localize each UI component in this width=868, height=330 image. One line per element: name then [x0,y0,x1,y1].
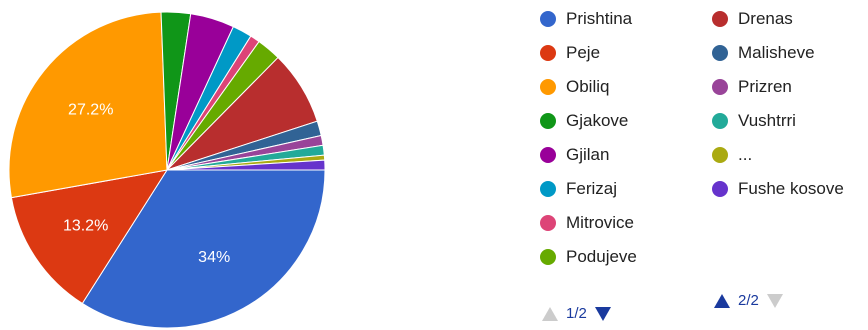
prev-page-arrow-icon[interactable] [542,306,558,321]
legend-label: ... [738,145,753,164]
legend-swatch-icon [712,45,728,61]
prev-page-arrow-icon-2[interactable] [714,293,730,308]
legend-label: Gjakove [566,111,629,130]
legend-swatch-icon [712,147,728,163]
legend-swatch-icon [540,45,556,61]
legend-label: Obiliq [566,77,610,96]
legend-swatch-icon [540,215,556,231]
next-page-arrow-icon[interactable] [594,306,611,321]
legend-label: Prizren [738,77,792,96]
legend-item[interactable]: Mitrovice [540,206,637,240]
legend-label: Vushtrri [738,111,796,130]
legend-swatch-icon [540,79,556,95]
legend-item[interactable]: Peje [540,36,637,70]
legend-swatch-icon [540,249,556,265]
legend-label: Gjilan [566,145,610,164]
legend-label: Ferizaj [566,179,618,198]
legend-item[interactable]: Malisheve [712,36,844,70]
legend-label: Peje [566,43,601,62]
legend-item[interactable]: Fushe kosove [712,172,844,206]
legend-label: Drenas [738,9,793,28]
legend-pager-left: 1/2 [542,305,611,322]
legend-swatch-icon [540,147,556,163]
legend-page-1: Prishtina Peje Obiliq Gjakove Gjilan Ferizaj M… [540,2,637,274]
next-page-arrow-icon-2[interactable] [766,293,783,308]
slice-label-peje: 13.2% [63,218,108,235]
legend-swatch-icon [712,113,728,129]
legend-item[interactable]: Ferizaj [540,172,637,206]
pie-chart: 34% 13.2% 27.2% [8,11,326,329]
pie-slice-fushe-kosove[interactable] [166,159,326,171]
pager-left-text: 1/2 [566,305,587,322]
pie-slice-prishtina[interactable] [81,169,326,329]
slice-label-prishtina: 34% [198,249,230,266]
legend-item[interactable]: Podujeve [540,240,637,274]
slice-label-obiliq: 27.2% [68,102,113,119]
legend-label: Malisheve [738,43,815,62]
legend-swatch-icon [540,113,556,129]
legend-swatch-icon [712,181,728,197]
legend-item[interactable]: Gjakove [540,104,637,138]
legend-pager-right: 2/2 [714,292,783,309]
legend-item[interactable]: Drenas [712,2,844,36]
pie-slice-obiliq[interactable] [8,11,168,199]
legend-item[interactable]: Obiliq [540,70,637,104]
legend-item[interactable]: ... [712,138,844,172]
legend-page-2: Drenas Malisheve Prizren Vushtrri... Fushe k… [712,2,844,206]
legend-item[interactable]: Prizren [712,70,844,104]
legend-label: Podujeve [566,247,637,266]
pager-right-text: 2/2 [738,292,759,309]
legend-item[interactable]: Vushtrri [712,104,844,138]
legend-swatch-icon [712,79,728,95]
legend-label: Fushe kosove [738,179,844,198]
pie-chart-area: 34% 13.2% 27.2% [0,0,340,330]
legend-swatch-icon [540,11,556,27]
pie-slice-peje[interactable] [10,169,169,305]
legend-swatch-icon [540,181,556,197]
legend-item[interactable]: Prishtina [540,2,637,36]
legend-label: Prishtina [566,9,633,28]
legend-label: Mitrovice [566,213,635,232]
legend-item[interactable]: Gjilan [540,138,637,172]
legend-swatch-icon [712,11,728,27]
